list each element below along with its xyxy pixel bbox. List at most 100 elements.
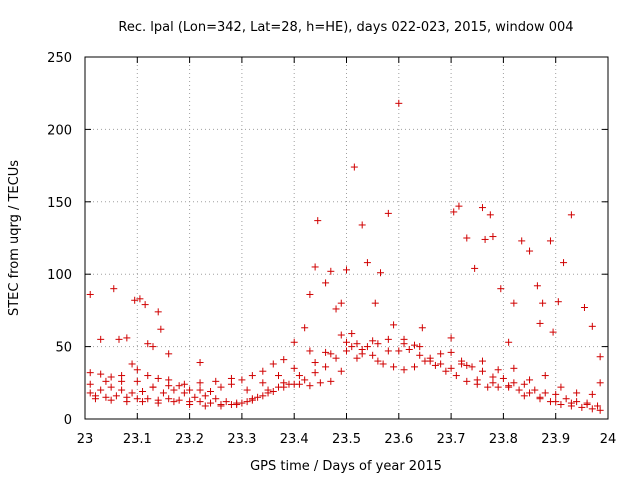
data-point xyxy=(416,351,424,359)
data-point xyxy=(259,367,267,375)
data-point xyxy=(458,360,466,368)
data-point xyxy=(536,395,544,403)
data-point xyxy=(170,386,178,394)
data-point xyxy=(484,383,492,391)
data-point xyxy=(358,221,366,229)
data-point xyxy=(471,264,479,272)
data-point xyxy=(494,383,502,391)
data-point xyxy=(497,285,505,293)
data-point xyxy=(374,357,382,365)
data-point xyxy=(552,398,560,406)
x-tick-label: 23.9 xyxy=(541,432,570,447)
data-point xyxy=(254,393,262,401)
data-point xyxy=(112,392,120,400)
data-point xyxy=(350,163,358,171)
data-point xyxy=(557,383,565,391)
data-point xyxy=(510,299,518,307)
data-point xyxy=(311,369,319,377)
axes: 23 23.1 23.2 23.3 23.4 23.5 23.6 23.7 23.8 23.9 24… xyxy=(47,51,616,447)
x-tick-label: 23.4 xyxy=(280,432,309,447)
data-point xyxy=(264,386,272,394)
data-point xyxy=(526,247,534,255)
data-point xyxy=(447,348,455,356)
data-point xyxy=(562,395,570,403)
data-point xyxy=(583,401,591,409)
data-point xyxy=(295,372,303,380)
data-point xyxy=(238,376,246,384)
data-point xyxy=(418,324,426,332)
y-tick-label: 50 xyxy=(55,341,72,356)
data-point xyxy=(447,364,455,372)
x-tick-label: 23.2 xyxy=(175,432,204,447)
data-point xyxy=(118,386,126,394)
data-point xyxy=(207,399,215,407)
data-point xyxy=(374,340,382,348)
data-point xyxy=(539,299,547,307)
data-point xyxy=(170,398,178,406)
data-point xyxy=(123,398,131,406)
data-point xyxy=(86,389,94,397)
data-point xyxy=(306,290,314,298)
data-point xyxy=(102,377,110,385)
data-point xyxy=(269,387,277,395)
data-point xyxy=(337,299,345,307)
data-point xyxy=(227,374,235,382)
data-point xyxy=(154,399,162,407)
data-point xyxy=(110,285,118,293)
data-point xyxy=(327,377,335,385)
x-tick-label: 23 xyxy=(77,432,94,447)
data-point xyxy=(248,395,256,403)
data-point xyxy=(379,360,387,368)
data-point xyxy=(400,340,408,348)
data-point xyxy=(554,298,562,306)
data-point xyxy=(217,402,225,410)
data-point xyxy=(437,360,445,368)
data-point xyxy=(478,204,486,212)
data-point xyxy=(588,322,596,330)
data-point xyxy=(180,380,188,388)
data-point xyxy=(196,379,204,387)
data-point xyxy=(159,389,167,397)
data-point xyxy=(248,372,256,380)
x-tick-label: 23.5 xyxy=(332,432,361,447)
data-point xyxy=(594,402,602,410)
data-point xyxy=(212,395,220,403)
data-point xyxy=(481,235,489,243)
data-point xyxy=(131,296,139,304)
data-point xyxy=(207,387,215,395)
data-point xyxy=(463,234,471,242)
x-tick-label: 23.7 xyxy=(437,432,466,447)
data-point xyxy=(431,361,439,369)
data-point xyxy=(91,395,99,403)
data-point xyxy=(390,363,398,371)
data-point xyxy=(343,347,350,355)
data-point xyxy=(463,361,471,369)
data-point xyxy=(259,392,267,400)
data-point xyxy=(442,367,450,375)
data-point xyxy=(384,209,392,217)
data-point xyxy=(567,211,575,219)
data-point xyxy=(478,357,486,365)
data-point xyxy=(180,389,188,397)
y-tick-label: 250 xyxy=(47,51,72,66)
data-point xyxy=(343,338,350,346)
data-point xyxy=(337,367,345,375)
data-point xyxy=(191,393,199,401)
data-point xyxy=(107,373,115,381)
data-point xyxy=(139,387,147,395)
data-point xyxy=(400,366,408,374)
data-point xyxy=(154,374,162,382)
data-point xyxy=(165,350,173,358)
data-point xyxy=(314,217,322,225)
data-point xyxy=(533,282,541,290)
data-point xyxy=(133,377,141,385)
data-point xyxy=(518,237,526,245)
data-point xyxy=(337,331,345,339)
data-point xyxy=(201,392,209,400)
data-point xyxy=(165,382,173,390)
chart-title: Rec. lpal (Lon=342, Lat=28, h=HE), days … xyxy=(118,20,573,35)
data-point xyxy=(541,372,549,380)
data-point xyxy=(144,340,152,348)
y-tick-label: 200 xyxy=(47,123,72,138)
x-tick-label: 23.6 xyxy=(384,432,413,447)
